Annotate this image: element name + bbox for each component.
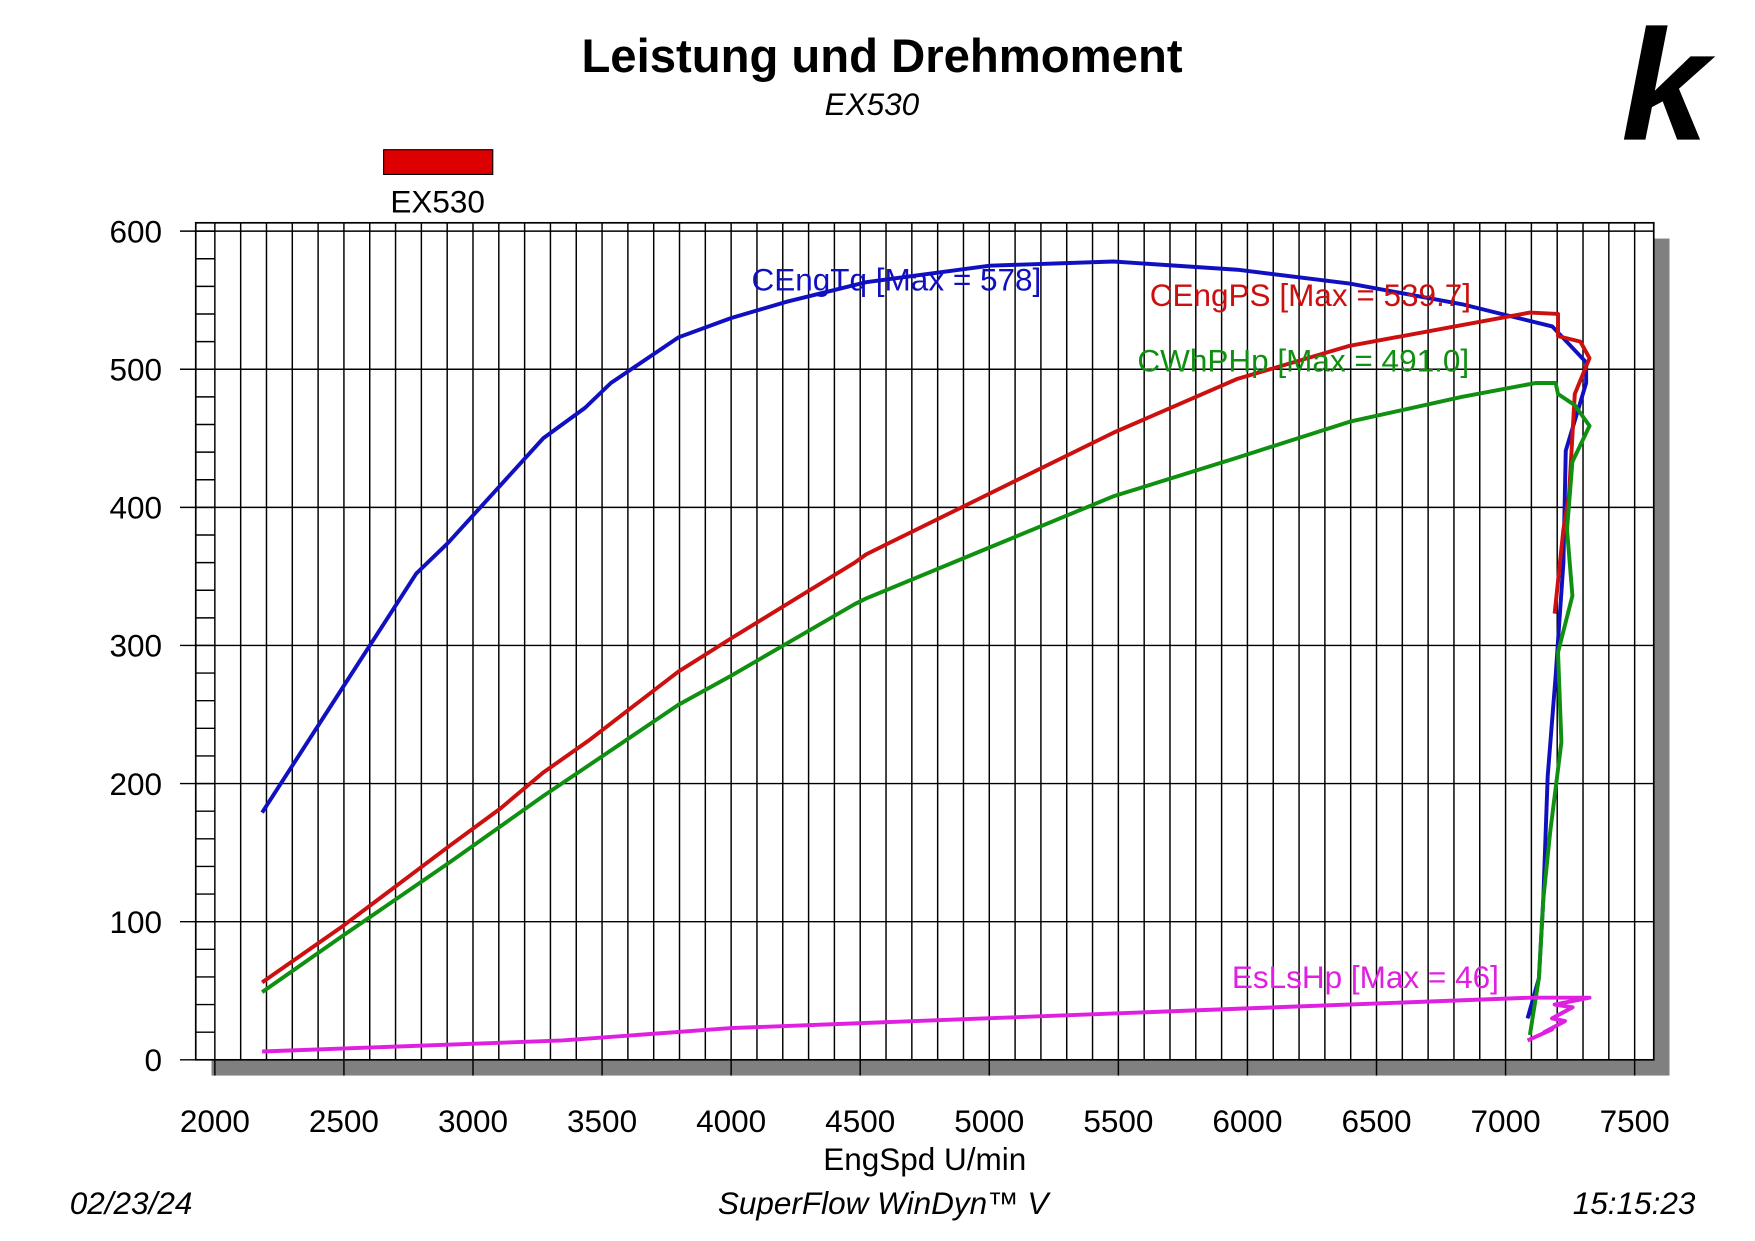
x-tick-label: 7000 (1471, 1103, 1541, 1139)
x-tick-label: 4500 (825, 1103, 895, 1139)
y-tick-label: 300 (109, 628, 162, 664)
chart-subtitle: EX530 (825, 86, 920, 122)
x-tick-label: 5000 (954, 1103, 1024, 1139)
x-tick-label: 2000 (180, 1103, 250, 1139)
legend-label: EX530 (390, 184, 485, 220)
y-tick-label: 0 (144, 1042, 162, 1078)
series-label: CEngTq [Max = 578] (752, 261, 1042, 297)
y-tick-label: 200 (109, 766, 162, 802)
y-tick-label: 600 (109, 213, 162, 249)
footer-software: SuperFlow WinDyn™ V (718, 1185, 1052, 1221)
logo: k (1621, 0, 1716, 174)
footer-time: 15:15:23 (1573, 1185, 1696, 1221)
series-label: CWhPHp [Max = 491.0] (1137, 342, 1469, 378)
y-tick-label: 400 (109, 490, 162, 526)
x-tick-label: 5500 (1083, 1103, 1153, 1139)
chart-title: Leistung und Drehmoment (581, 30, 1182, 83)
y-tick-label: 500 (109, 351, 162, 387)
series-line (262, 995, 1592, 1054)
series-line (260, 381, 1592, 1036)
x-tick-label: 6500 (1341, 1103, 1411, 1139)
plot-area (194, 221, 1655, 1061)
series-label: CEngPS [Max = 539.7] (1150, 277, 1471, 313)
series-line (260, 310, 1592, 985)
x-tick-label: 3000 (438, 1103, 508, 1139)
footer-date: 02/23/24 (70, 1185, 193, 1221)
x-tick-label: 6000 (1212, 1103, 1282, 1139)
x-tick-label: 3500 (567, 1103, 637, 1139)
x-tick-label: 7500 (1600, 1103, 1670, 1139)
y-tick-label: 100 (109, 904, 162, 940)
x-tick-label: 2500 (309, 1103, 379, 1139)
legend-swatch (383, 149, 494, 175)
x-tick-label: 4000 (696, 1103, 766, 1139)
x-axis-label: EngSpd U/min (823, 1141, 1026, 1177)
series-label: EsLsHp [Max = 46] (1232, 959, 1499, 995)
